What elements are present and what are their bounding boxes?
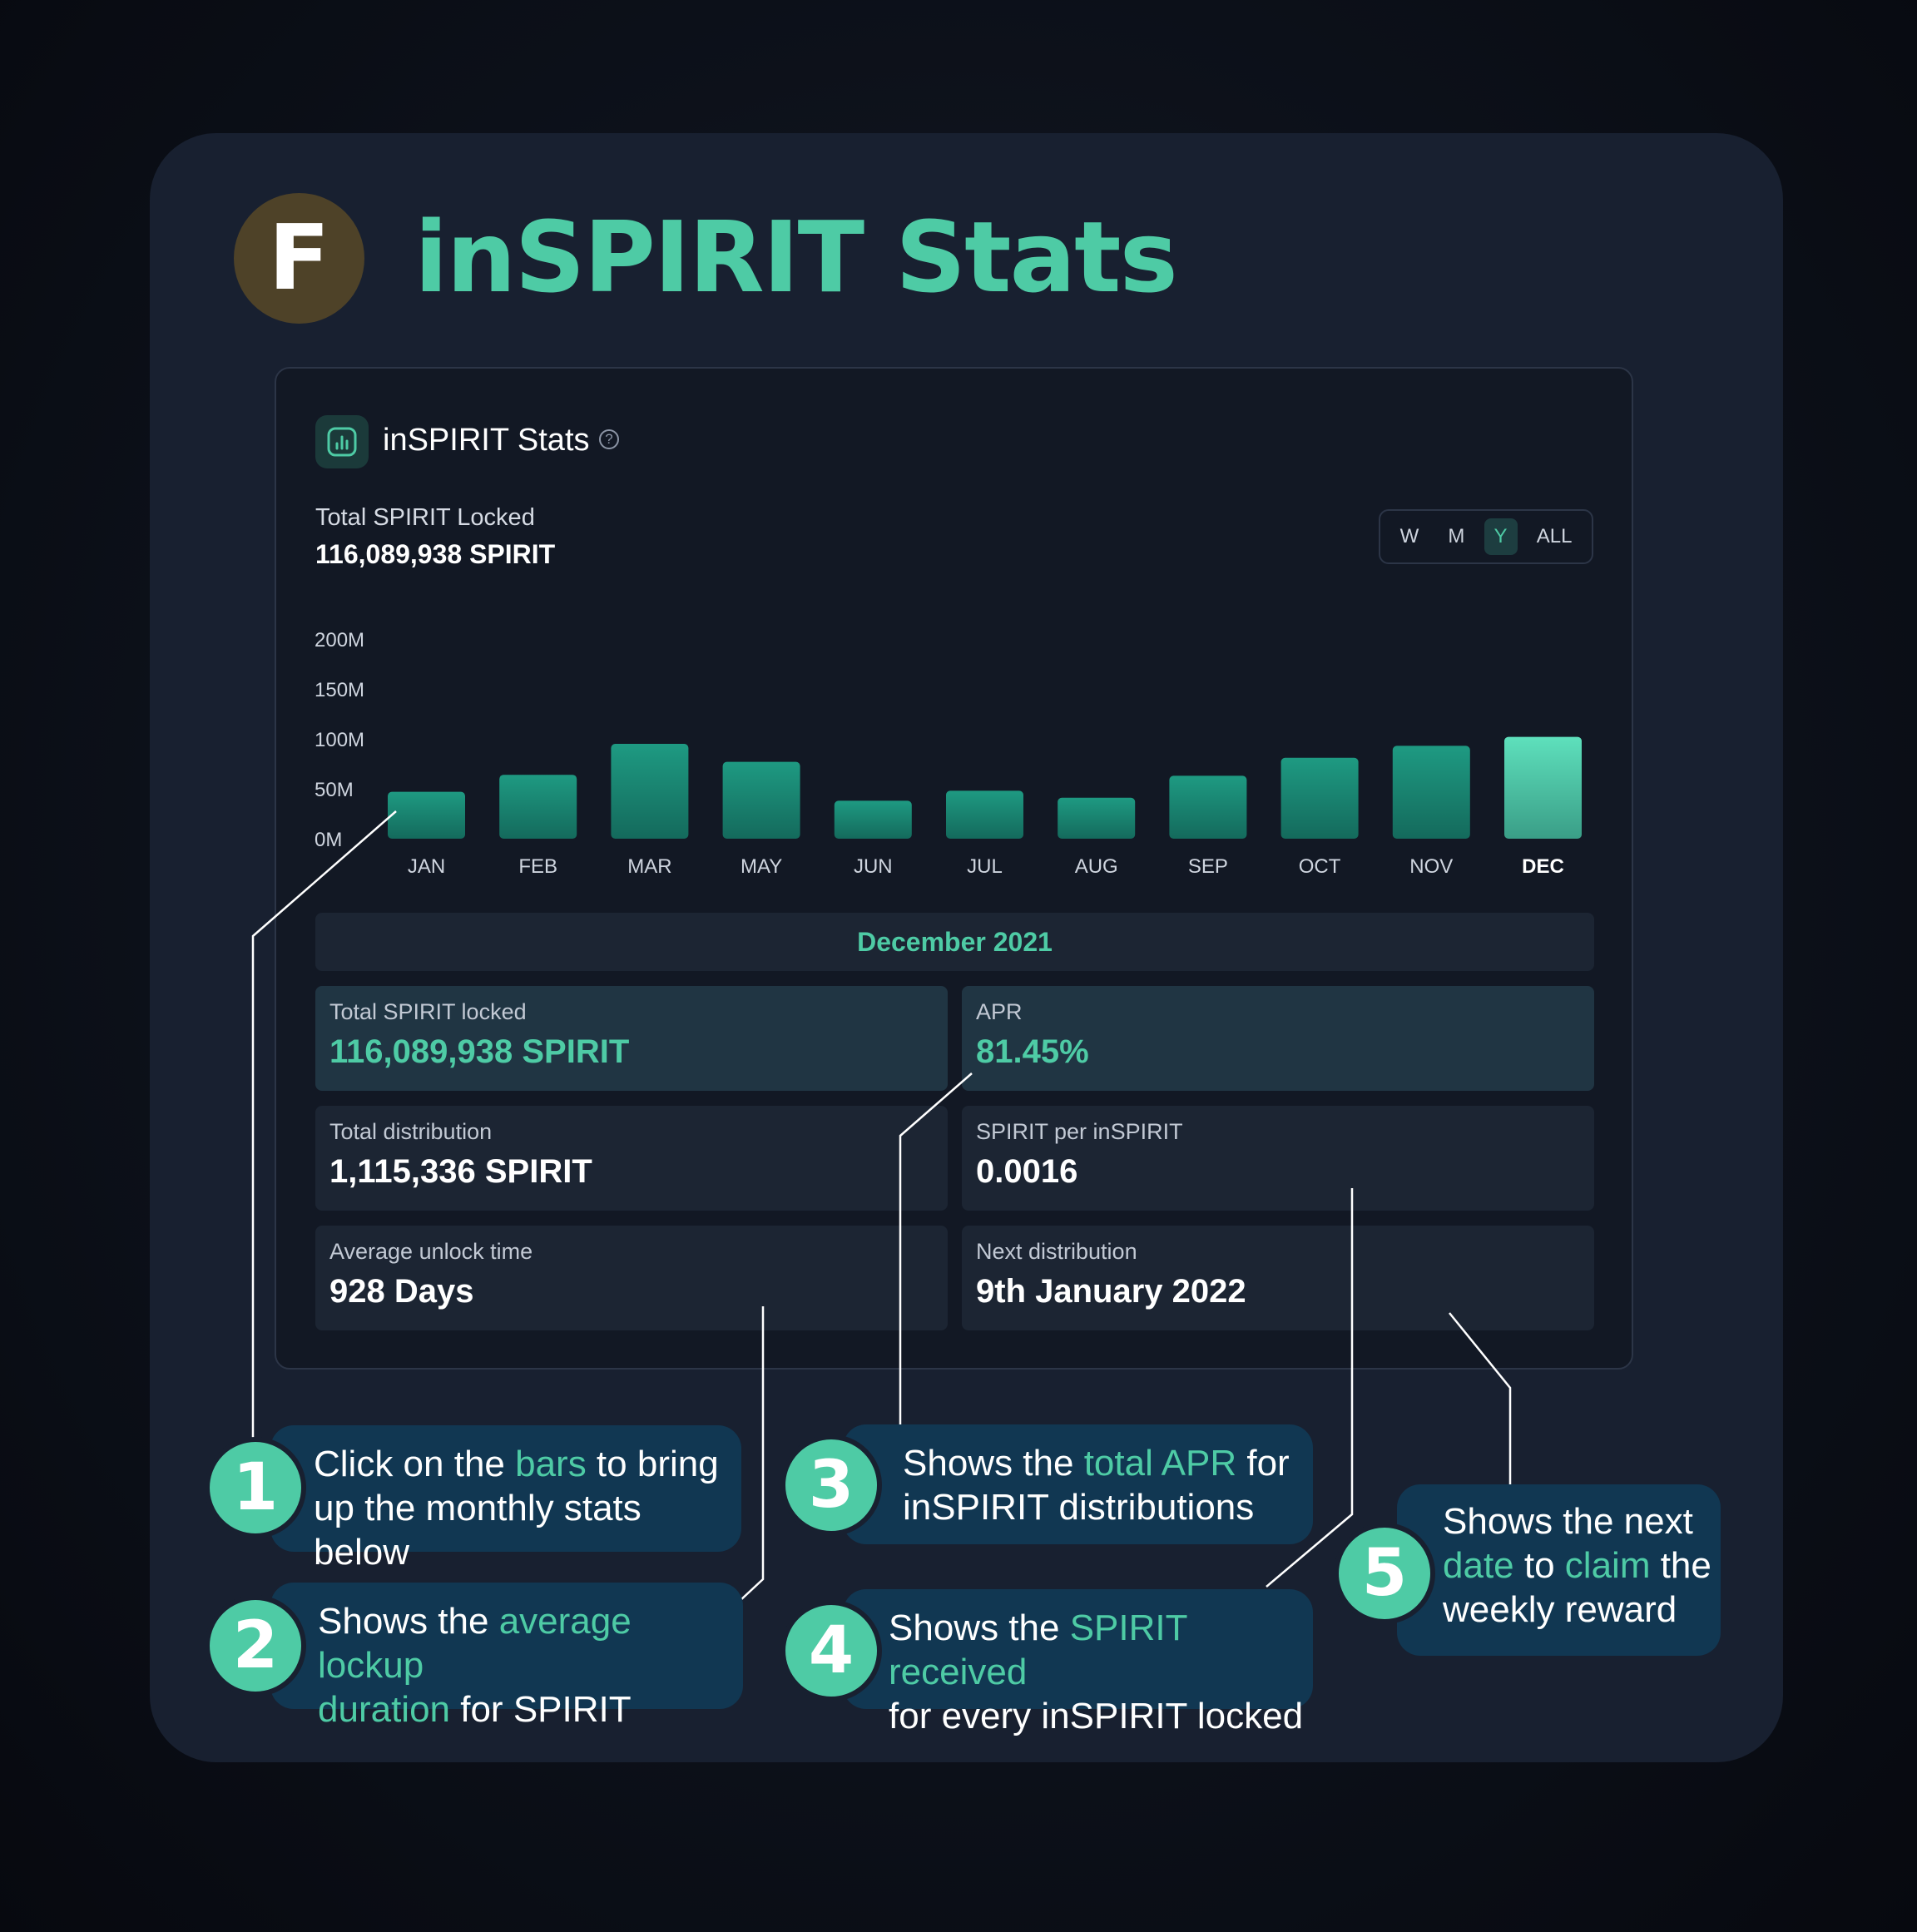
- x-tick-label: JAN: [408, 855, 445, 878]
- stat-total-locked: Total SPIRIT locked 116,089,938 SPIRIT: [315, 986, 948, 1091]
- brand-logo: F: [234, 193, 364, 324]
- connector-line-1: [251, 810, 397, 1452]
- x-tick-label: SEP: [1188, 855, 1228, 878]
- stat-label: Average unlock time: [329, 1239, 533, 1264]
- bar-aug[interactable]: [1058, 797, 1136, 839]
- callout-5: Shows the next date to claim the weekly …: [1397, 1484, 1721, 1656]
- x-tick-label: NOV: [1409, 855, 1453, 878]
- x-tick-label: AUG: [1075, 855, 1118, 878]
- stat-label: Total SPIRIT locked: [329, 999, 527, 1024]
- callout-number-3: 3: [780, 1434, 882, 1536]
- callout-3: Shows the total APR for inSPIRIT distrib…: [843, 1424, 1313, 1544]
- bar-sep[interactable]: [1169, 775, 1247, 839]
- callout-number-5: 5: [1334, 1523, 1435, 1624]
- callout-4: Shows the SPIRIT received for every inSP…: [843, 1589, 1313, 1736]
- callout-number-4: 4: [780, 1600, 882, 1702]
- period-selector: W M Y ALL: [1379, 509, 1593, 564]
- stat-value: 81.45%: [976, 1033, 1089, 1070]
- x-tick-label: FEB: [518, 855, 557, 878]
- x-tick-label: JUL: [967, 855, 1003, 878]
- card-title: inSPIRIT Stats: [383, 423, 590, 458]
- stat-label: Total distribution: [329, 1119, 493, 1144]
- bar-nov[interactable]: [1392, 746, 1470, 839]
- bar-chart-icon: [315, 415, 369, 468]
- stat-label: SPIRIT per inSPIRIT: [976, 1119, 1183, 1144]
- connector-line-5: [1449, 1312, 1512, 1485]
- bar-dec[interactable]: [1504, 736, 1582, 839]
- connector-line-2: [738, 1306, 765, 1603]
- stat-value: 0.0016: [976, 1153, 1078, 1190]
- x-tick-label: OCT: [1299, 855, 1341, 878]
- period-week-button[interactable]: W: [1399, 525, 1419, 547]
- connector-line-3: [899, 1073, 973, 1424]
- period-year-button[interactable]: Y: [1484, 518, 1518, 555]
- stat-average-unlock: Average unlock time 928 Days: [315, 1226, 948, 1330]
- period-month-button[interactable]: M: [1448, 525, 1465, 547]
- callout-1: Click on the bars to bring up the monthl…: [270, 1425, 741, 1573]
- bar-jul[interactable]: [946, 790, 1023, 839]
- stat-value: 9th January 2022: [976, 1273, 1246, 1310]
- stat-spirit-per-inspirit: SPIRIT per inSPIRIT 0.0016: [962, 1106, 1594, 1211]
- bar-mar[interactable]: [611, 744, 689, 839]
- stat-value: 1,115,336 SPIRIT: [329, 1153, 592, 1190]
- x-tick-label: MAR: [627, 855, 671, 878]
- callout-number-2: 2: [205, 1595, 306, 1697]
- stat-next-distribution: Next distribution 9th January 2022: [962, 1226, 1594, 1330]
- total-locked-label: Total SPIRIT Locked: [315, 504, 535, 531]
- selected-month-header: December 2021: [315, 913, 1594, 971]
- total-locked-value: 116,089,938 SPIRIT: [315, 539, 556, 569]
- x-tick-label: DEC: [1522, 855, 1564, 878]
- y-tick-label: 200M: [315, 629, 364, 651]
- y-tick-label: 0M: [315, 829, 342, 851]
- bar-chart: 200M 150M 100M 50M 0M JAN FEB MAR MAY JUN JUL AUG SE…: [315, 629, 1582, 878]
- bar-may[interactable]: [722, 761, 800, 839]
- page-title: inSPIRIT Stats: [414, 200, 1178, 315]
- callout-number-1: 1: [205, 1437, 306, 1538]
- stat-value: 116,089,938 SPIRIT: [329, 1033, 630, 1070]
- bar-feb[interactable]: [499, 775, 577, 839]
- x-tick-label: JUN: [854, 855, 893, 878]
- stat-total-distribution: Total distribution 1,115,336 SPIRIT: [315, 1106, 948, 1211]
- callout-2: Shows the average lockup duration for SP…: [270, 1583, 743, 1730]
- y-tick-label: 50M: [315, 779, 354, 801]
- stat-label: APR: [976, 999, 1023, 1024]
- bar-jun[interactable]: [834, 800, 912, 839]
- stat-apr: APR 81.45%: [962, 986, 1594, 1091]
- period-all-button[interactable]: ALL: [1536, 525, 1573, 547]
- stat-label: Next distribution: [976, 1239, 1137, 1264]
- help-icon[interactable]: ?: [599, 429, 619, 449]
- stat-value: 928 Days: [329, 1273, 474, 1310]
- y-tick-label: 100M: [315, 729, 364, 751]
- connector-line-4: [1266, 1188, 1354, 1588]
- y-tick-label: 150M: [315, 679, 364, 701]
- x-tick-label: MAY: [741, 855, 782, 878]
- logo-letter: F: [268, 206, 330, 310]
- bar-jan[interactable]: [388, 791, 465, 839]
- bar-oct[interactable]: [1280, 757, 1359, 839]
